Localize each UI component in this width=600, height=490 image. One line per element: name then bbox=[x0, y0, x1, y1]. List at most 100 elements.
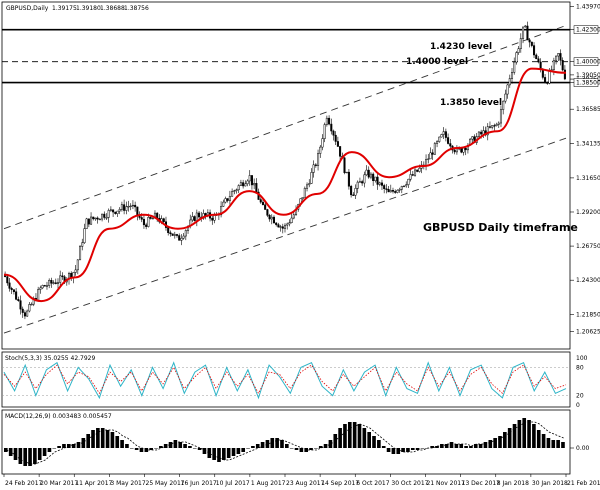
candle-body bbox=[83, 228, 86, 243]
candle-body bbox=[471, 136, 474, 140]
price-level-tag bbox=[573, 78, 599, 87]
macd-bar bbox=[236, 448, 241, 454]
candle-body bbox=[37, 289, 40, 301]
candle-body bbox=[533, 45, 536, 56]
moving-average-line bbox=[3, 67, 567, 303]
level-1-4000-label: 1.4000 level bbox=[406, 57, 468, 67]
macd-bar bbox=[270, 438, 275, 448]
candle-body bbox=[131, 204, 134, 207]
macd-bar bbox=[483, 442, 488, 448]
x-tick-label: 16 Jun 2017 bbox=[181, 480, 217, 487]
candle-body bbox=[28, 304, 31, 312]
macd-title: MACD(12,26,9) 0.003483 0.005457 bbox=[5, 413, 112, 420]
candle-body bbox=[101, 213, 104, 220]
candle-body bbox=[519, 38, 522, 49]
candle-body bbox=[480, 131, 483, 135]
macd-bar bbox=[347, 422, 352, 448]
candle-body bbox=[433, 143, 436, 155]
candle-body bbox=[162, 218, 165, 222]
candle-body bbox=[546, 82, 549, 84]
candle-body bbox=[414, 169, 417, 176]
x-tick-label: 8 Jan 2018 bbox=[497, 480, 529, 487]
candle-body bbox=[109, 209, 112, 211]
candle-body bbox=[292, 214, 295, 219]
macd-bar bbox=[154, 448, 158, 449]
macd-bar bbox=[493, 438, 497, 448]
macd-bar bbox=[125, 444, 129, 448]
macd-bar bbox=[115, 436, 120, 448]
macd-bar bbox=[183, 444, 187, 448]
macd-bar bbox=[551, 440, 556, 448]
candle-body bbox=[411, 174, 414, 176]
candle-body bbox=[10, 288, 13, 290]
candle-body bbox=[339, 146, 342, 157]
candle-body bbox=[347, 171, 350, 187]
candle-body bbox=[552, 60, 555, 70]
macd-bar bbox=[430, 446, 434, 448]
macd-bar bbox=[444, 444, 449, 448]
macd-bar bbox=[391, 448, 396, 454]
candle-body bbox=[90, 216, 93, 225]
candle-body bbox=[94, 217, 97, 220]
candle-body bbox=[39, 287, 42, 290]
macd-bar bbox=[507, 428, 512, 448]
macd-bar bbox=[265, 440, 270, 448]
macd-bar bbox=[149, 448, 153, 450]
candle-body bbox=[92, 216, 95, 220]
macd-bar bbox=[488, 440, 493, 448]
candle-body bbox=[431, 152, 434, 155]
candle-body bbox=[222, 201, 225, 207]
candle-body bbox=[345, 171, 348, 174]
price-tick-label: 1.38500 bbox=[576, 80, 600, 87]
stochastic-panel: Stoch(5,3,3) 35.0255 42.7929 100 80 20 0 bbox=[1, 351, 588, 409]
candle-body bbox=[515, 52, 518, 63]
macd-bar bbox=[328, 440, 333, 448]
macd-bar bbox=[473, 444, 478, 448]
ohlc-high: 1.39180 bbox=[76, 5, 101, 12]
candle-body bbox=[361, 181, 364, 184]
price-tick-label: 1.24300 bbox=[576, 277, 600, 284]
candle-body bbox=[557, 53, 560, 57]
ohlc-low: 1.38688 bbox=[100, 5, 125, 12]
macd-bar bbox=[91, 430, 95, 448]
candle-body bbox=[317, 153, 320, 166]
stochastic-tick-label: 100 bbox=[576, 355, 588, 362]
candle-body bbox=[264, 204, 267, 210]
candle-body bbox=[272, 216, 276, 224]
candle-body bbox=[486, 126, 489, 136]
candle-body bbox=[136, 206, 139, 216]
candle-body bbox=[391, 190, 395, 192]
macd-bar bbox=[246, 448, 250, 449]
candle-body bbox=[15, 291, 18, 300]
candle-body bbox=[198, 212, 201, 218]
macd-panel: MACD(12,26,9) 0.003483 0.005457 0.00 bbox=[1, 409, 590, 475]
candle-body bbox=[544, 77, 547, 83]
candle-body bbox=[396, 189, 399, 193]
candle-body bbox=[103, 213, 106, 218]
macd-bar bbox=[449, 442, 454, 448]
macd-bar bbox=[159, 446, 163, 448]
macd-bar bbox=[28, 448, 32, 466]
candle-body bbox=[45, 285, 48, 287]
macd-bar bbox=[469, 446, 473, 448]
candle-body bbox=[61, 275, 64, 278]
candle-body bbox=[462, 147, 465, 153]
candle-body bbox=[220, 206, 223, 216]
macd-bar bbox=[556, 440, 560, 448]
macd-bar bbox=[343, 424, 347, 448]
macd-bar bbox=[372, 436, 376, 448]
candle-body bbox=[288, 222, 291, 225]
candle-body bbox=[528, 39, 531, 43]
x-tick-label: 21 Feb 2018 bbox=[567, 480, 600, 487]
candle-body bbox=[310, 172, 313, 184]
candle-body bbox=[175, 234, 179, 236]
candle-body bbox=[325, 117, 328, 125]
candle-body bbox=[41, 285, 44, 289]
x-tick-label: 20 Mar 2017 bbox=[40, 480, 78, 487]
candle-body bbox=[436, 141, 439, 144]
candle-body bbox=[363, 174, 366, 184]
candle-body bbox=[85, 218, 88, 229]
candle-body bbox=[195, 212, 198, 221]
macd-bar bbox=[401, 448, 405, 452]
